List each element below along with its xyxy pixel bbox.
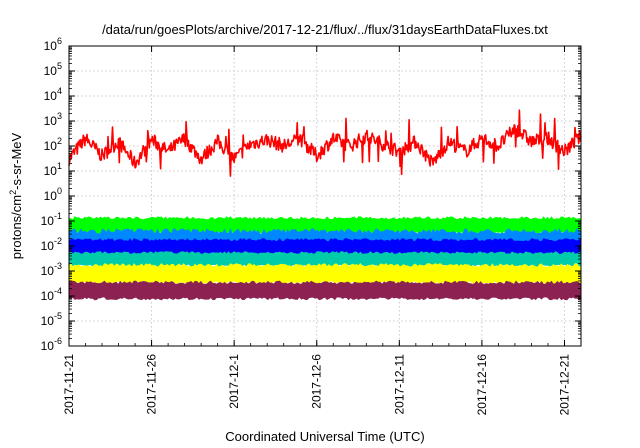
x-tick-label: 2017-12-16 xyxy=(475,354,489,416)
x-tick-label: 2017-11-21 xyxy=(62,354,76,415)
y-axis-title-suffix: -s-sr-MeV xyxy=(9,132,24,189)
x-tick-label: 2017-12-11 xyxy=(392,354,406,415)
chart-title: /data/run/goesPlots/archive/2017-12-21/f… xyxy=(102,22,548,37)
y-tick-label: 106 xyxy=(44,36,62,53)
x-axis-title: Coordinated Universal Time (UTC) xyxy=(225,429,424,444)
grid xyxy=(69,46,581,346)
y-tick-label: 10-2 xyxy=(41,236,62,253)
x-tick-label: 2017-12-1 xyxy=(227,354,241,409)
x-axis: 2017-11-21 2017-11-26 2017-12-1 2017-12-6 20… xyxy=(62,46,582,416)
y-tick-label: 103 xyxy=(44,111,62,128)
y-tick-label: 10-6 xyxy=(41,336,62,353)
x-tick-label: 2017-12-6 xyxy=(310,354,324,409)
y-axis: 10-6 10-5 10-4 10-3 10-2 10-1 100 101 102 103 104 1… xyxy=(41,36,581,353)
y-tick-label: 101 xyxy=(44,161,62,178)
band-series-area xyxy=(68,263,582,285)
y-tick-label: 10-4 xyxy=(41,286,62,303)
y-tick-label: 102 xyxy=(44,136,62,153)
y-tick-label: 10-1 xyxy=(41,211,62,228)
y-axis-title: protons/cm2-s-sr-MeV xyxy=(8,132,24,259)
band-series-area xyxy=(68,280,582,301)
y-tick-label: 10-3 xyxy=(41,261,62,278)
y-tick-label: 104 xyxy=(44,86,62,103)
series-line xyxy=(68,109,582,177)
y-axis-title-superscript: 2 xyxy=(8,190,18,195)
line-series xyxy=(68,109,582,177)
y-tick-label: 10-5 xyxy=(41,311,62,328)
y-tick-label: 105 xyxy=(44,61,62,78)
y-tick-label: 100 xyxy=(44,186,62,203)
band-series xyxy=(68,216,582,301)
x-tick-label: 2017-11-26 xyxy=(145,354,159,415)
x-tick-label: 2017-12-21 xyxy=(557,354,571,416)
y-axis-title-prefix: protons/cm xyxy=(9,195,24,259)
